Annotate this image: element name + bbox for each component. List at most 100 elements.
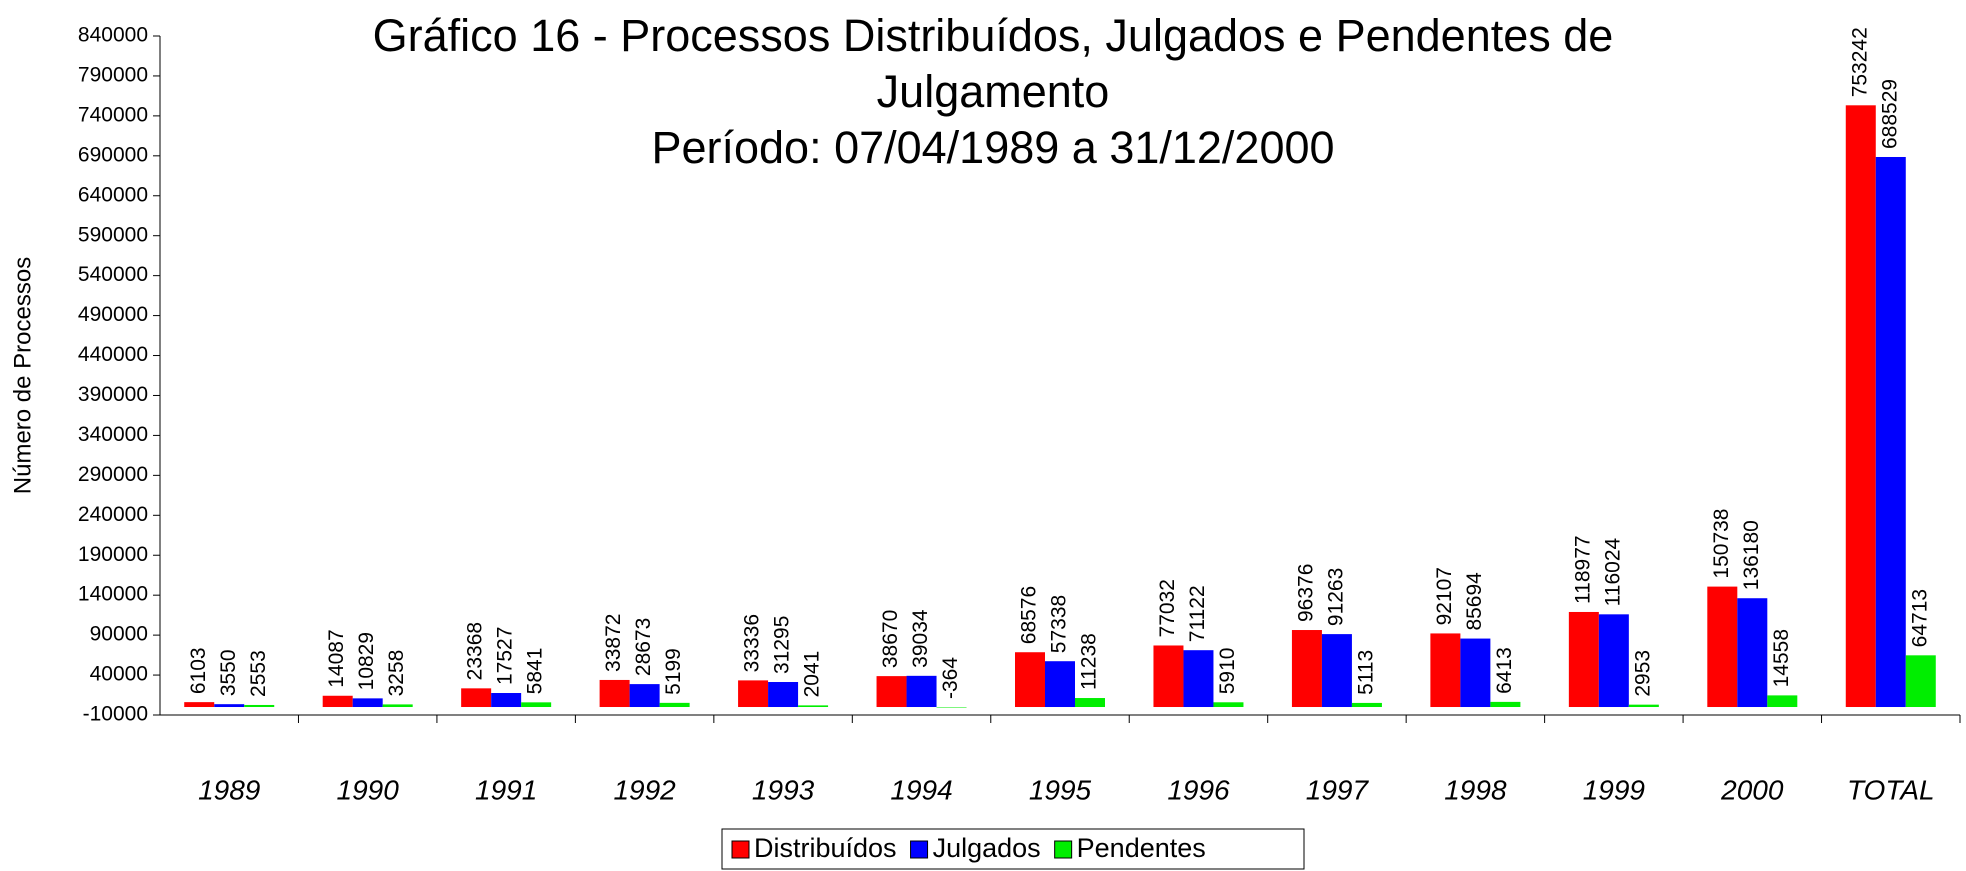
legend-box [721, 828, 1305, 870]
data-label: 68576 [1018, 586, 1041, 644]
data-label: 28673 [632, 618, 655, 676]
data-label: 2553 [247, 650, 270, 697]
x-tick-label: 1990 [337, 774, 400, 805]
bar [599, 679, 630, 708]
x-tick-label: 1991 [475, 774, 537, 805]
data-label: 92107 [1433, 567, 1456, 625]
data-label: 14558 [1770, 629, 1793, 687]
data-label: 116024 [1601, 537, 1624, 606]
bar [1707, 586, 1738, 708]
bar [738, 680, 769, 708]
bar [629, 684, 660, 708]
x-tick-label: 1993 [752, 774, 815, 805]
bar [322, 695, 353, 708]
bar [521, 702, 552, 708]
y-tick-label: 690000 [78, 143, 148, 166]
data-label: 118977 [1571, 535, 1594, 604]
bar [214, 704, 245, 708]
y-tick-label: -10000 [83, 703, 148, 726]
bar [1598, 614, 1629, 708]
bar [1321, 634, 1352, 708]
bar [768, 682, 799, 708]
data-label: 2953 [1631, 650, 1654, 697]
bar [1015, 652, 1045, 708]
data-label: 753242 [1848, 27, 1871, 97]
bar [244, 704, 275, 708]
bar [461, 688, 492, 708]
y-tick-label: 790000 [78, 63, 148, 86]
bar [1767, 695, 1798, 708]
bar [1075, 698, 1105, 708]
y-tick-label: 290000 [78, 463, 148, 486]
data-label: 5910 [1216, 648, 1239, 695]
x-tick-label: 1998 [1444, 774, 1507, 805]
y-axis-label: Número de Processos [9, 257, 36, 494]
x-tick-label: 2000 [1720, 774, 1784, 805]
legend-label: Pendentes [1077, 833, 1206, 863]
y-tick-label: 540000 [78, 263, 148, 286]
data-label: 136180 [1740, 520, 1763, 590]
data-label: 150738 [1710, 509, 1733, 579]
bar [906, 675, 937, 708]
y-tick-label: 140000 [78, 583, 148, 606]
data-label: -364 [939, 657, 962, 699]
data-label: 688529 [1878, 79, 1901, 149]
data-label: 3550 [217, 649, 240, 696]
legend-label: Julgados [933, 833, 1041, 863]
chart-subtitle: Período: 07/04/1989 a 31/12/2000 [651, 122, 1335, 173]
y-tick-label: 590000 [78, 223, 148, 246]
data-label: 33872 [602, 614, 625, 672]
y-tick-label: 840000 [78, 24, 148, 47]
y-tick-label: 190000 [78, 543, 148, 566]
data-label: 11238 [1078, 633, 1101, 690]
data-label: 5199 [662, 648, 685, 695]
data-label: 10829 [355, 632, 378, 690]
bar [1490, 701, 1521, 708]
data-label: 96376 [1294, 564, 1317, 622]
data-label: 77032 [1156, 579, 1179, 637]
bar [1213, 702, 1244, 708]
bar [1628, 704, 1659, 708]
bar [798, 705, 829, 708]
data-label: 85694 [1463, 572, 1486, 631]
data-label: 2041 [801, 651, 824, 698]
y-tick-label: 740000 [78, 103, 148, 126]
bar [936, 707, 967, 708]
bar [1351, 702, 1382, 708]
bar [1845, 105, 1876, 708]
legend-label: Distribuídos [754, 833, 897, 863]
x-tick-label: 1989 [198, 774, 260, 805]
data-label: 6103 [187, 647, 210, 694]
x-tick-label: TOTAL [1847, 774, 1935, 805]
x-tick-label: 1994 [890, 774, 952, 805]
bar [876, 676, 907, 708]
data-label: 31295 [771, 616, 794, 674]
data-label: 17527 [494, 627, 517, 685]
y-tick-label: 390000 [78, 383, 148, 406]
bar [1875, 156, 1906, 708]
bar [1045, 661, 1075, 708]
bar [1568, 611, 1599, 708]
bar [491, 693, 522, 708]
bar [1430, 633, 1461, 708]
data-label: 5841 [524, 648, 547, 695]
data-label: 6413 [1493, 647, 1516, 694]
bar [1291, 630, 1322, 708]
data-label: 23368 [464, 622, 487, 680]
bar [382, 704, 413, 708]
x-tick-label: 1997 [1306, 774, 1370, 805]
legend-swatch [1054, 840, 1073, 859]
x-tick-label: 1992 [613, 774, 676, 805]
data-label: 33336 [741, 614, 764, 672]
y-tick-label: 640000 [78, 183, 148, 206]
x-tick-label: 1996 [1167, 774, 1230, 805]
bar [1183, 650, 1214, 708]
y-tick-label: 40000 [90, 663, 148, 686]
bar [1905, 655, 1936, 708]
bar [352, 698, 383, 708]
data-label: 5113 [1354, 650, 1377, 695]
y-tick-label: 90000 [90, 623, 148, 646]
data-label: 39034 [909, 609, 932, 668]
